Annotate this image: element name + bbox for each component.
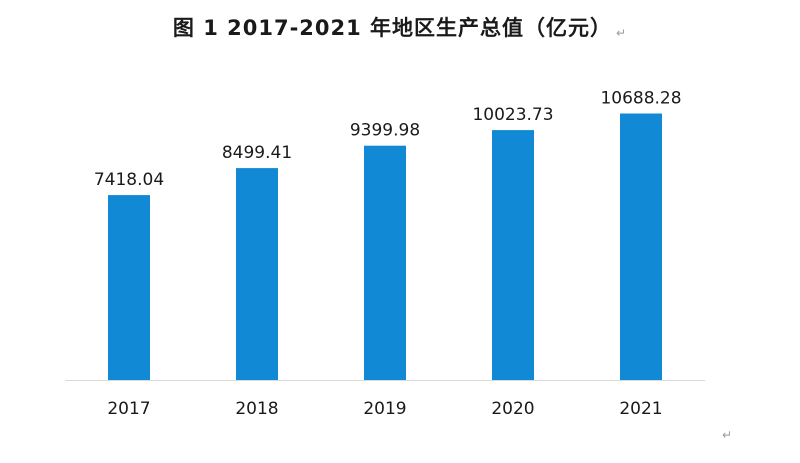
chart-title: 图 1 2017-2021 年地区生产总值（亿元） ↵ — [0, 12, 800, 42]
bars-layer — [108, 113, 662, 380]
paragraph-mark-icon: ↵ — [616, 26, 628, 40]
data-label-2019: 9399.98 — [350, 121, 420, 141]
data-label-2017: 7418.04 — [94, 170, 164, 190]
data-label-2020: 10023.73 — [472, 105, 553, 125]
x-tick-labels-layer: 2017 2018 2019 2020 2021 — [107, 399, 662, 419]
x-tick-label-2020: 2020 — [491, 399, 534, 419]
data-label-2021: 10688.28 — [600, 89, 681, 109]
data-label-2018: 8499.41 — [222, 143, 292, 163]
bar-2017 — [108, 195, 150, 380]
x-tick-label-2017: 2017 — [107, 399, 150, 419]
paragraph-mark-icon: ↵ — [722, 428, 733, 442]
bar-2019 — [364, 145, 406, 380]
bar-2018 — [236, 168, 278, 380]
x-tick-label-2019: 2019 — [363, 399, 406, 419]
chart-title-text: 图 1 2017-2021 年地区生产总值（亿元） — [172, 16, 613, 40]
x-tick-label-2018: 2018 — [235, 399, 278, 419]
data-labels-layer: 7418.04 8499.41 9399.98 10023.73 10688.28 — [94, 89, 682, 191]
bar-2021 — [620, 113, 662, 380]
bar-2020 — [492, 130, 534, 380]
x-tick-label-2021: 2021 — [619, 399, 662, 419]
